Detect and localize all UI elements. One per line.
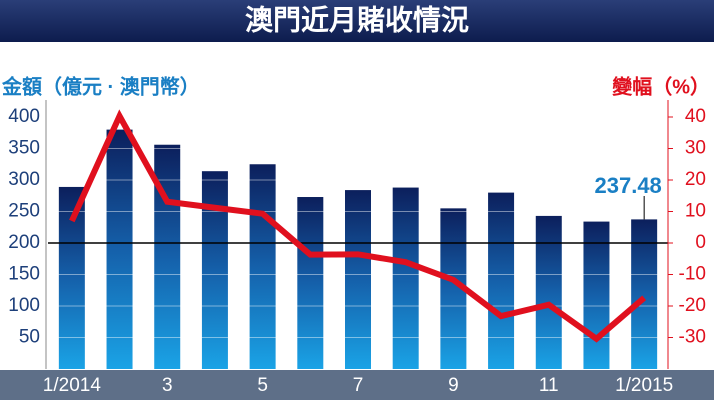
x-tick-label: 7	[353, 375, 364, 396]
y2-tick-label: 20	[685, 169, 706, 190]
y-tick-label: 100	[8, 295, 40, 316]
y-tick-label: 300	[8, 169, 40, 190]
chart-title: 澳門近月賭收情況	[245, 4, 469, 35]
bar	[631, 219, 658, 369]
y2-tick-label: -30	[679, 327, 706, 348]
x-tick-label: 1/2014	[43, 375, 102, 396]
bar	[488, 192, 515, 369]
x-tick-label: 3	[162, 375, 173, 396]
y2-tick-label: -20	[679, 295, 706, 316]
y2-tick-label: 30	[685, 138, 706, 159]
y2-tick-label: 0	[695, 232, 706, 253]
y2-tick-label: -10	[679, 264, 706, 285]
data-label: 237.48	[595, 173, 662, 198]
y-axis-label: 金額（億元 · 澳門幣）	[1, 74, 200, 98]
x-tick-label: 11	[539, 375, 559, 396]
y-tick-label: 150	[8, 264, 40, 285]
x-tick-label: 9	[448, 375, 459, 396]
bar	[249, 164, 276, 369]
x-tick-label: 1/2015	[615, 375, 673, 396]
y2-axis-label: 變幅（%）	[612, 74, 710, 98]
y-tick-label: 250	[8, 201, 40, 222]
y-tick-label: 400	[8, 106, 40, 127]
x-axis-band	[0, 370, 714, 400]
bar	[106, 129, 133, 369]
bar	[345, 190, 371, 369]
bar	[154, 144, 181, 369]
y2-tick-label: 40	[685, 106, 706, 127]
bar	[201, 171, 228, 369]
line	[69, 109, 647, 343]
y-tick-label: 200	[8, 232, 40, 253]
title-band	[0, 0, 714, 42]
bar	[392, 187, 419, 369]
y2-tick-label: 10	[685, 201, 706, 222]
bar	[583, 221, 610, 369]
y-tick-label: 350	[8, 138, 40, 159]
bar	[297, 197, 324, 369]
bar	[535, 215, 562, 369]
y-tick-label: 50	[19, 327, 40, 348]
x-tick-label: 5	[257, 375, 268, 396]
